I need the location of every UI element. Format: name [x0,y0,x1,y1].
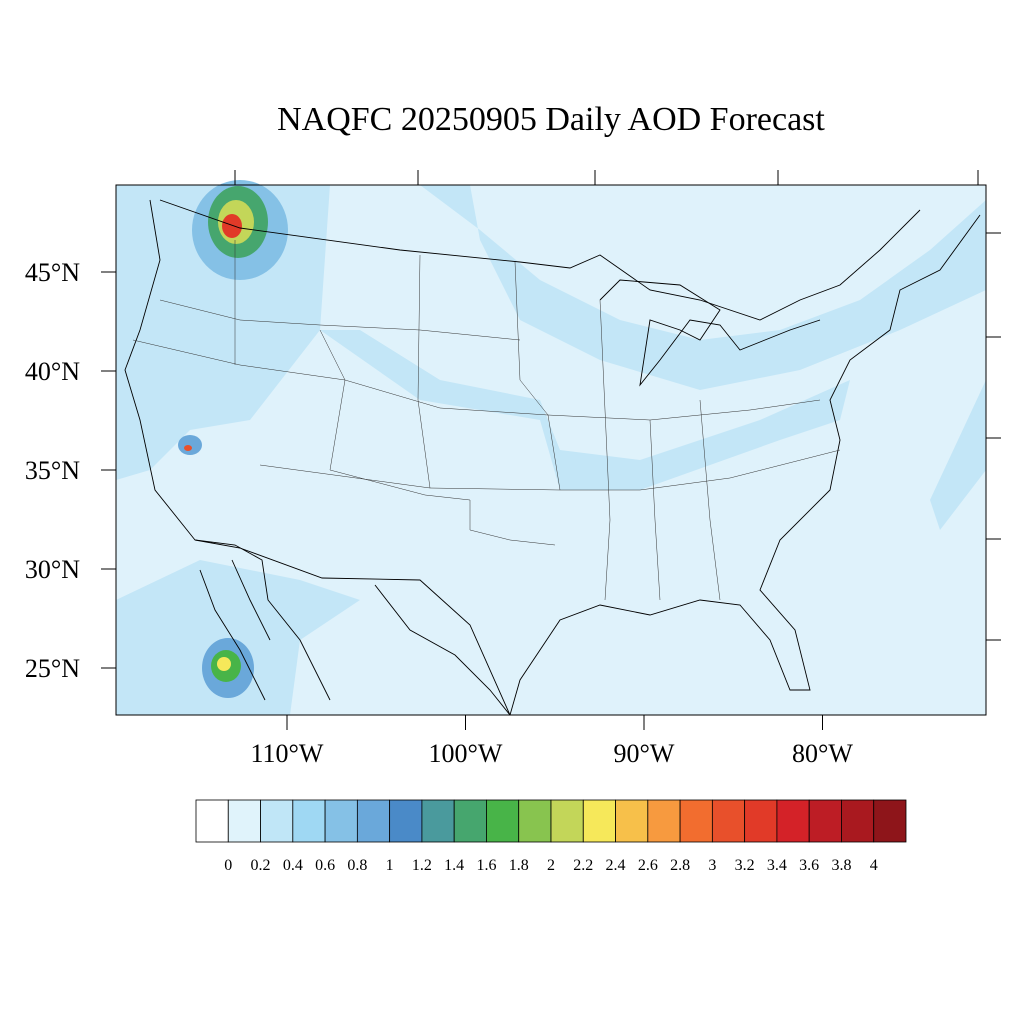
colorbar-box [550,799,584,843]
colorbar-box [195,799,229,843]
colorbar-label: 2.4 [606,857,626,874]
colorbar-label: 2 [547,857,555,874]
colorbar-label: 0.6 [315,857,335,874]
colorbar: 0 0.2 0.4 0.6 0.8 1 1.2 1.4 1.6 1.8 2 2.2 2.4 2.6 2.8 3… [195,799,907,874]
colorbar-box [615,799,649,843]
colorbar-box [776,799,810,843]
haze-region [930,380,986,530]
colorbar-box [356,799,391,843]
lat-label: 45°N [25,258,80,287]
colorbar-label: 2.2 [573,857,593,874]
colorbar-box [292,799,326,843]
colorbar-label: 2.8 [670,857,690,874]
colorbar-box [711,799,746,843]
national-border [159,199,921,321]
colorbar-box [679,799,713,843]
smoke-plume [178,435,202,455]
colorbar-label: 1 [386,857,394,874]
colorbar-box [453,799,487,843]
colorbar-box [389,799,423,843]
colorbar-label: 4 [870,857,878,874]
colorbar-box [324,799,358,843]
colorbar-box [808,799,842,843]
lat-label: 25°N [25,654,80,683]
smoke-plume [217,657,231,671]
colorbar-box [518,799,552,843]
lon-label: 90°W [614,739,675,768]
smoke-plume [184,445,192,451]
map-frame [115,184,987,716]
colorbar-box [841,799,875,843]
map [115,170,1001,716]
haze-region [116,560,360,715]
top-ticks [234,170,979,185]
colorbar-box [744,799,778,843]
colorbar-label: 3.2 [735,857,755,874]
lon-label: 110°W [251,739,324,768]
coastline [124,199,981,716]
colorbar-label: 3.8 [831,857,851,874]
colorbar-label: 1.8 [509,857,529,874]
lat-label: 35°N [25,456,80,485]
baja-coast [199,559,271,701]
lat-label: 30°N [25,555,80,584]
lon-label: 80°W [792,739,853,768]
great-lakes [599,279,821,387]
colorbar-label: 0.8 [347,857,367,874]
haze-region [320,330,850,490]
colorbar-box [227,799,261,843]
colorbar-box [873,799,907,843]
haze-region [420,185,986,390]
colorbar-label: 3.6 [799,857,819,874]
colorbar-box [486,799,520,843]
smoke-plume [222,214,242,238]
colorbar-box [582,799,616,843]
colorbar-label: 1.6 [476,857,496,874]
title: NAQFC 20250905 Daily AOD Forecast [277,101,825,138]
right-ticks [986,232,1001,641]
colorbar-label: 2.6 [638,857,658,874]
colorbar-label: 3.4 [767,857,787,874]
colorbar-box [647,799,681,843]
colorbar-label: 3 [708,857,716,874]
national-border [194,539,511,716]
colorbar-box [260,799,294,843]
colorbar-label: 1.2 [412,857,432,874]
lat-label: 40°N [25,357,80,386]
colorbar-label: 0.2 [251,857,271,874]
lon-label: 100°W [429,739,503,768]
colorbar-label: 1.4 [444,857,464,874]
colorbar-label: 0.4 [283,857,303,874]
colorbar-box [421,799,455,843]
colorbar-label: 0 [224,857,232,874]
state-lines [132,240,841,601]
